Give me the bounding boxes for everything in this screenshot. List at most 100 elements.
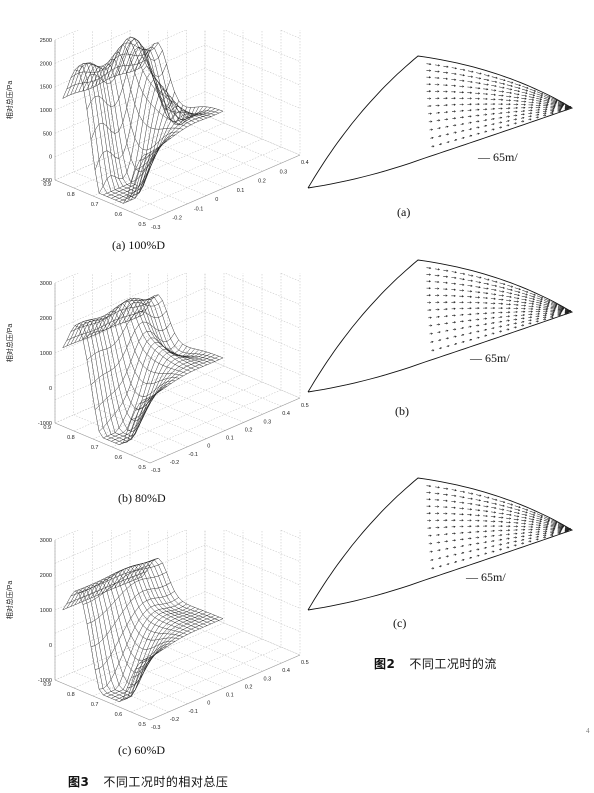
velocity-arrow (491, 280, 498, 283)
arrow-head (461, 545, 465, 548)
velocity-arrow (506, 506, 513, 509)
arrow-head (453, 103, 456, 106)
arrow-head (508, 521, 511, 524)
velocity-arrow (451, 277, 457, 279)
velocity-arrow (491, 289, 497, 291)
arrow-head (463, 490, 466, 493)
arrow-head (453, 321, 457, 324)
velocity-arrow (499, 286, 505, 289)
arrow-head (507, 319, 510, 322)
x-tick-label: -0.2 (170, 717, 179, 723)
arrow-head (559, 109, 562, 112)
arrow-head (523, 528, 526, 531)
arrow-head (500, 534, 503, 537)
grid-line (111, 30, 263, 205)
arrow-head (517, 90, 521, 93)
arrow-head (470, 497, 473, 500)
arrow-head (523, 310, 526, 313)
arrow-head (445, 281, 448, 284)
arrow-head (485, 530, 488, 533)
arrow-head (445, 533, 448, 536)
arrow-head (477, 554, 480, 557)
velocity-arrow (521, 510, 528, 513)
x-tick-label: 0.5 (301, 660, 309, 666)
mesh-line (74, 586, 156, 697)
arrow-head (501, 520, 504, 523)
surface-plot-a: 2500 2000 1500 1000 500 0 -500 -0.3 -0.2 -0.1 0 0.1… (5, 30, 309, 231)
arrow-head (537, 315, 540, 318)
arrow-head (469, 121, 472, 124)
velocity-arrow (529, 515, 535, 518)
surface-mesh (62, 36, 224, 204)
arrow-head (470, 86, 473, 89)
mesh-line (70, 321, 152, 442)
velocity-arrow (507, 284, 513, 288)
velocity-arrow (483, 282, 489, 285)
velocity-arrow (451, 495, 456, 497)
z-axis-label: 相对总压/Pa (5, 81, 14, 120)
arrow-head (445, 526, 448, 529)
grid-line (111, 530, 207, 696)
arrow-head (453, 519, 456, 522)
arrow-head (524, 97, 527, 100)
arrow-head (537, 111, 540, 114)
velocity-field (426, 62, 572, 148)
arrow-head (529, 322, 532, 325)
arrow-head (495, 280, 498, 283)
mesh-line (74, 62, 156, 199)
arrow-head (562, 102, 565, 105)
arrow-head (544, 114, 547, 117)
velocity-arrow (528, 316, 532, 318)
arrow-head (516, 521, 519, 524)
arrow-head (510, 292, 513, 295)
mesh-line (78, 63, 160, 196)
arrow-head (507, 546, 510, 549)
grid-line (54, 30, 79, 41)
velocity-arrow (543, 523, 549, 525)
z-tick-label: 3000 (40, 281, 52, 287)
arrow-head (547, 99, 550, 103)
arrow-head (569, 527, 572, 530)
arrow-head (438, 549, 441, 552)
velocity-arrow (459, 68, 465, 71)
velocity-arrow (536, 100, 542, 102)
arrow-head (487, 278, 490, 281)
arrow-head (477, 312, 480, 315)
arrow-head (445, 322, 449, 325)
velocity-arrow (544, 94, 551, 98)
arrow-head (477, 324, 480, 327)
arrow-head (486, 505, 489, 508)
velocity-arrow (498, 86, 505, 89)
velocity-arrow (483, 536, 487, 538)
velocity-arrow (506, 292, 512, 294)
z-tick-label: 1000 (40, 351, 52, 357)
arrow-head (431, 558, 434, 561)
grid-line (73, 274, 169, 456)
arrow-head (462, 136, 465, 139)
arrow-head (462, 289, 465, 292)
arrow-head (469, 109, 472, 112)
arrow-head (492, 128, 495, 131)
mesh-line (110, 300, 192, 372)
arrow-head (437, 111, 441, 114)
arrow-head (445, 84, 448, 87)
arrow-head (539, 522, 542, 525)
arrow-head (485, 92, 489, 96)
grid-line (130, 273, 282, 456)
velocity-arrow (483, 114, 487, 116)
arrow-head (530, 313, 533, 316)
velocity-arrow (542, 532, 547, 534)
velocity-arrow (551, 97, 558, 101)
x-tick-label: 0.1 (226, 693, 234, 699)
arrow-head (518, 87, 521, 90)
arrow-head (439, 135, 442, 138)
arrow-head (524, 100, 527, 103)
velocity-arrow (467, 75, 473, 78)
arrow-head (462, 283, 465, 286)
arrow-head (462, 129, 465, 132)
arrow-head (507, 115, 510, 118)
arrow-head (532, 298, 536, 301)
arrow-head (518, 288, 521, 291)
arrow-head (485, 514, 488, 518)
mesh-line (122, 564, 204, 628)
